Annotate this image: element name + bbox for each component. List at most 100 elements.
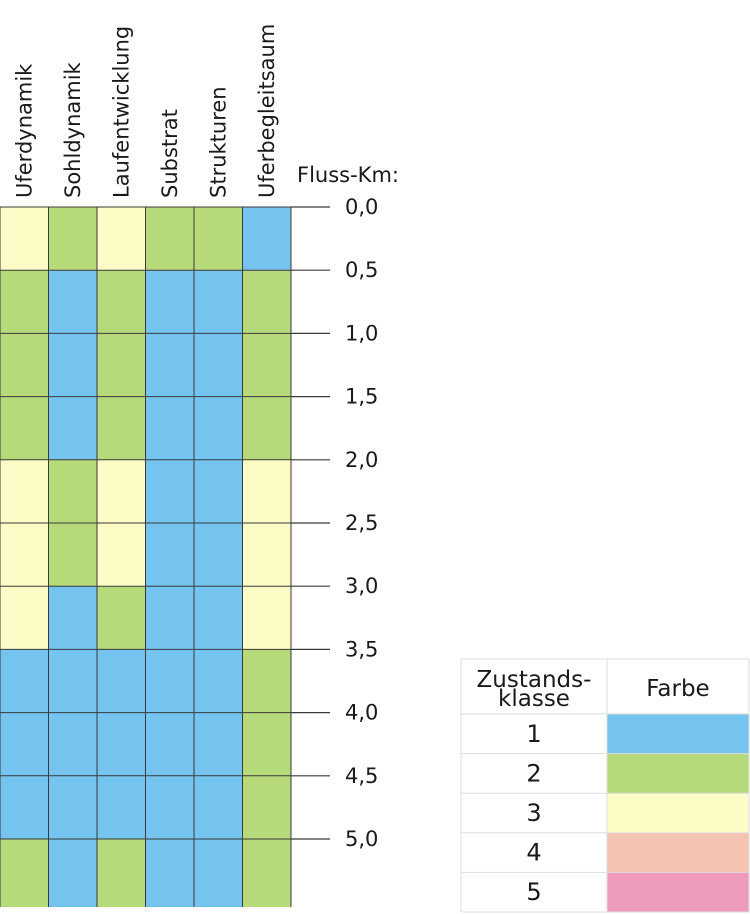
cell-row9-sohldynamik bbox=[48, 775, 97, 839]
column-label-uferbegleitsaum: Uferbegleitsaum bbox=[255, 24, 279, 198]
legend-class-2: 2 bbox=[526, 759, 541, 787]
cell-row5-uferbegleitsaum bbox=[242, 523, 291, 587]
cell-row6-sohldynamik bbox=[48, 586, 97, 650]
km-label: 0,0 bbox=[345, 195, 378, 219]
cell-row3-sohldynamik bbox=[48, 396, 97, 460]
km-label: 4,0 bbox=[345, 701, 378, 725]
cell-row9-substrat bbox=[145, 775, 194, 839]
cell-row1-sohldynamik bbox=[48, 270, 97, 334]
cell-row4-sohldynamik bbox=[48, 459, 97, 523]
cell-row5-strukturen bbox=[194, 523, 243, 587]
cell-row10-substrat bbox=[145, 839, 194, 907]
km-label: 1,5 bbox=[345, 385, 378, 409]
cell-row8-substrat bbox=[145, 712, 194, 776]
cell-row6-laufentwicklung bbox=[97, 586, 146, 650]
cell-row3-uferbegleitsaum bbox=[242, 396, 291, 460]
cell-row2-sohldynamik bbox=[48, 333, 97, 397]
cell-row6-strukturen bbox=[194, 586, 243, 650]
cell-row4-laufentwicklung bbox=[97, 459, 146, 523]
cell-row0-sohldynamik bbox=[48, 207, 97, 271]
legend-swatch-class-1 bbox=[607, 714, 749, 754]
cell-row7-sohldynamik bbox=[48, 649, 97, 713]
legend-swatch-class-3 bbox=[607, 793, 749, 833]
cell-row9-uferdynamik bbox=[0, 775, 49, 839]
cell-row1-strukturen bbox=[194, 270, 243, 334]
legend-swatch-class-5 bbox=[607, 872, 749, 912]
legend-table: Zustands-klasse Farbe 1 2 3 4 5 bbox=[460, 658, 750, 913]
cell-row10-sohldynamik bbox=[48, 839, 97, 907]
cell-row7-strukturen bbox=[194, 649, 243, 713]
cell-row10-uferbegleitsaum bbox=[242, 839, 291, 907]
legend-class-1: 1 bbox=[526, 720, 541, 748]
cell-row0-laufentwicklung bbox=[97, 207, 146, 271]
cell-row1-substrat bbox=[145, 270, 194, 334]
cell-row1-laufentwicklung bbox=[97, 270, 146, 334]
cell-row5-laufentwicklung bbox=[97, 523, 146, 587]
cell-row3-strukturen bbox=[194, 396, 243, 460]
cell-row9-strukturen bbox=[194, 775, 243, 839]
km-label: 1,0 bbox=[345, 321, 378, 345]
km-axis: 0,0 0,5 1,0 1,5 2,0 2,5 3,0 3,5 4,0 4,5 5,0 bbox=[291, 195, 378, 851]
cell-row4-substrat bbox=[145, 459, 194, 523]
cell-row2-strukturen bbox=[194, 333, 243, 397]
cell-row6-substrat bbox=[145, 586, 194, 650]
cell-row10-laufentwicklung bbox=[97, 839, 146, 907]
cell-row1-uferdynamik bbox=[0, 270, 49, 334]
cell-row7-uferdynamik bbox=[0, 649, 49, 713]
legend-header-class: Zustands- bbox=[477, 667, 592, 693]
cell-row8-laufentwicklung bbox=[97, 712, 146, 776]
cell-row8-uferbegleitsaum bbox=[242, 712, 291, 776]
cell-row6-uferbegleitsaum bbox=[242, 586, 291, 650]
km-label: 5,0 bbox=[345, 827, 378, 851]
cell-row9-uferbegleitsaum bbox=[242, 775, 291, 839]
cell-row2-substrat bbox=[145, 333, 194, 397]
legend-class-5: 5 bbox=[526, 878, 541, 906]
cell-row0-substrat bbox=[145, 207, 194, 271]
km-label: 2,5 bbox=[345, 511, 378, 535]
fluss-km-title: Fluss-Km: bbox=[297, 163, 399, 187]
cell-row7-uferbegleitsaum bbox=[242, 649, 291, 713]
cell-row8-sohldynamik bbox=[48, 712, 97, 776]
cell-row3-laufentwicklung bbox=[97, 396, 146, 460]
cell-row0-strukturen bbox=[194, 207, 243, 271]
legend-header-class-line2: klasse bbox=[498, 686, 570, 712]
cell-row5-substrat bbox=[145, 523, 194, 587]
cell-row8-strukturen bbox=[194, 712, 243, 776]
cell-row4-strukturen bbox=[194, 459, 243, 523]
column-label-strukturen: Strukturen bbox=[206, 86, 230, 198]
column-label-uferdynamik: Uferdynamik bbox=[12, 63, 36, 198]
column-label-sohldynamik: Sohldynamik bbox=[61, 61, 85, 198]
column-labels: Uferdynamik Sohldynamik Laufentwicklung Sub… bbox=[12, 24, 279, 198]
km-label: 3,0 bbox=[345, 574, 378, 598]
km-label: 4,5 bbox=[345, 764, 378, 788]
condition-grid bbox=[0, 207, 291, 907]
cell-row4-uferbegleitsaum bbox=[242, 459, 291, 523]
legend-class-4: 4 bbox=[526, 839, 541, 867]
cell-row2-uferbegleitsaum bbox=[242, 333, 291, 397]
cell-row1-uferbegleitsaum bbox=[242, 270, 291, 334]
cell-row2-uferdynamik bbox=[0, 333, 49, 397]
legend-class-3: 3 bbox=[526, 799, 541, 827]
cell-row8-uferdynamik bbox=[0, 712, 49, 776]
legend-swatch-class-4 bbox=[607, 832, 749, 873]
cell-row7-substrat bbox=[145, 649, 194, 713]
column-label-substrat: Substrat bbox=[158, 109, 182, 198]
km-label: 0,5 bbox=[345, 258, 378, 282]
cell-row4-uferdynamik bbox=[0, 459, 49, 523]
cell-row0-uferbegleitsaum bbox=[242, 207, 291, 271]
cell-row5-uferdynamik bbox=[0, 523, 49, 587]
km-label: 2,0 bbox=[345, 448, 378, 472]
legend-swatch-class-2 bbox=[607, 753, 749, 794]
cell-row10-strukturen bbox=[194, 839, 243, 907]
cell-row3-uferdynamik bbox=[0, 396, 49, 460]
cell-row3-substrat bbox=[145, 396, 194, 460]
cell-row5-sohldynamik bbox=[48, 523, 97, 587]
cell-row7-laufentwicklung bbox=[97, 649, 146, 713]
cell-row0-uferdynamik bbox=[0, 207, 49, 271]
cell-row6-uferdynamik bbox=[0, 586, 49, 650]
cell-row2-laufentwicklung bbox=[97, 333, 146, 397]
cell-row9-laufentwicklung bbox=[97, 775, 146, 839]
km-label: 3,5 bbox=[345, 637, 378, 661]
cell-row10-uferdynamik bbox=[0, 839, 49, 907]
